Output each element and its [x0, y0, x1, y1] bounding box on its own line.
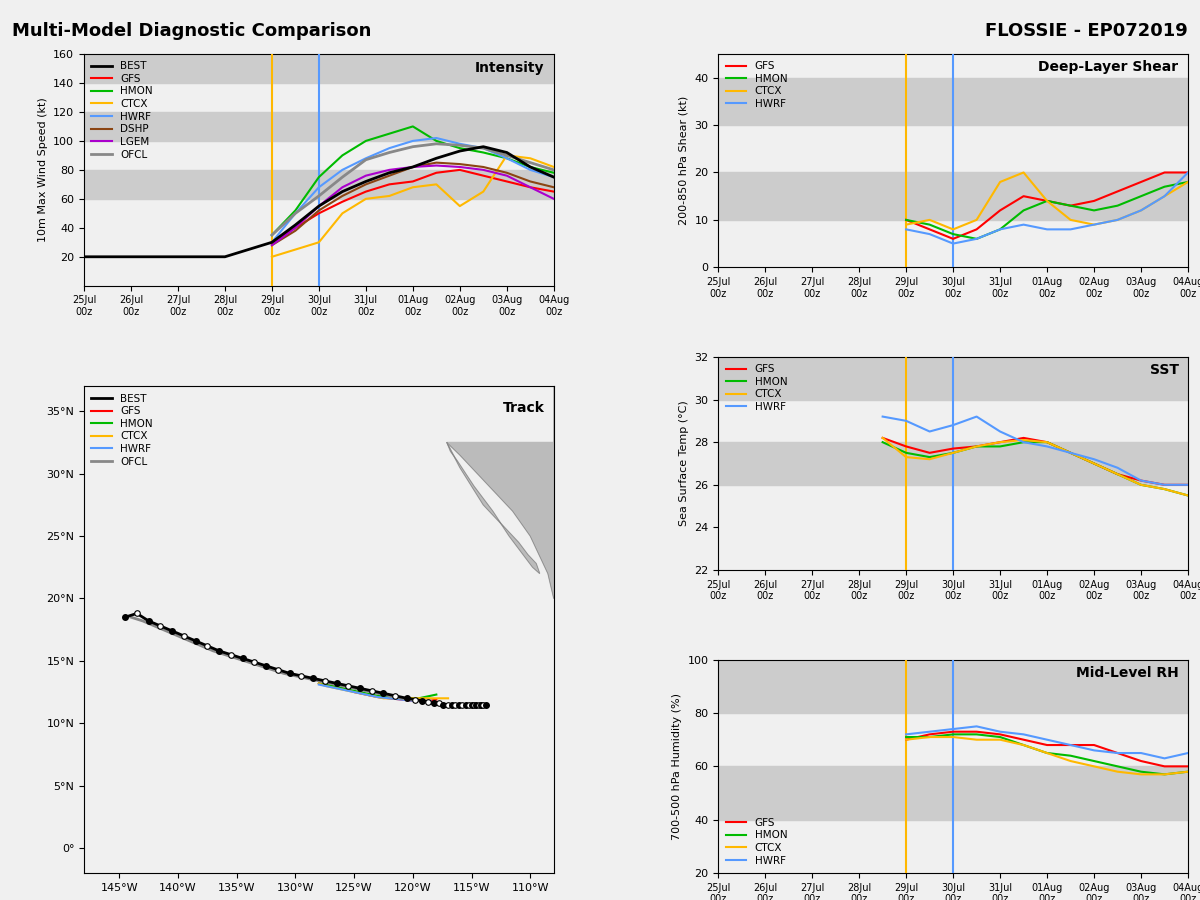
Text: SST: SST [1150, 364, 1178, 377]
Legend: GFS, HMON, CTCX, HWRF: GFS, HMON, CTCX, HWRF [721, 360, 792, 416]
Bar [719, 173, 1188, 220]
Legend: GFS, HMON, CTCX, HWRF: GFS, HMON, CTCX, HWRF [721, 57, 792, 113]
Text: Mid-Level RH: Mid-Level RH [1076, 666, 1178, 680]
Bar [719, 660, 1188, 713]
Bar [719, 77, 1188, 125]
Bar [84, 54, 553, 83]
Legend: GFS, HMON, CTCX, HWRF: GFS, HMON, CTCX, HWRF [721, 814, 792, 870]
Y-axis label: 700-500 hPa Humidity (%): 700-500 hPa Humidity (%) [672, 693, 682, 840]
Bar [84, 112, 553, 141]
Y-axis label: 10m Max Wind Speed (kt): 10m Max Wind Speed (kt) [37, 97, 48, 242]
Legend: BEST, GFS, HMON, CTCX, HWRF, OFCL: BEST, GFS, HMON, CTCX, HWRF, OFCL [88, 390, 157, 471]
Text: Intensity: Intensity [475, 61, 545, 75]
Y-axis label: Sea Surface Temp (°C): Sea Surface Temp (°C) [679, 400, 689, 526]
Polygon shape [446, 443, 540, 573]
Polygon shape [446, 386, 553, 598]
Text: Deep-Layer Shear: Deep-Layer Shear [1038, 60, 1178, 75]
Text: FLOSSIE - EP072019: FLOSSIE - EP072019 [985, 22, 1188, 40]
Bar [84, 170, 553, 199]
Bar [719, 357, 1188, 400]
Legend: BEST, GFS, HMON, CTCX, HWRF, DSHP, LGEM, OFCL: BEST, GFS, HMON, CTCX, HWRF, DSHP, LGEM,… [88, 57, 157, 164]
Text: Track: Track [503, 400, 545, 415]
Y-axis label: 200-850 hPa Shear (kt): 200-850 hPa Shear (kt) [679, 96, 689, 225]
Bar [719, 442, 1188, 485]
Bar [719, 767, 1188, 820]
Text: Multi-Model Diagnostic Comparison: Multi-Model Diagnostic Comparison [12, 22, 371, 40]
